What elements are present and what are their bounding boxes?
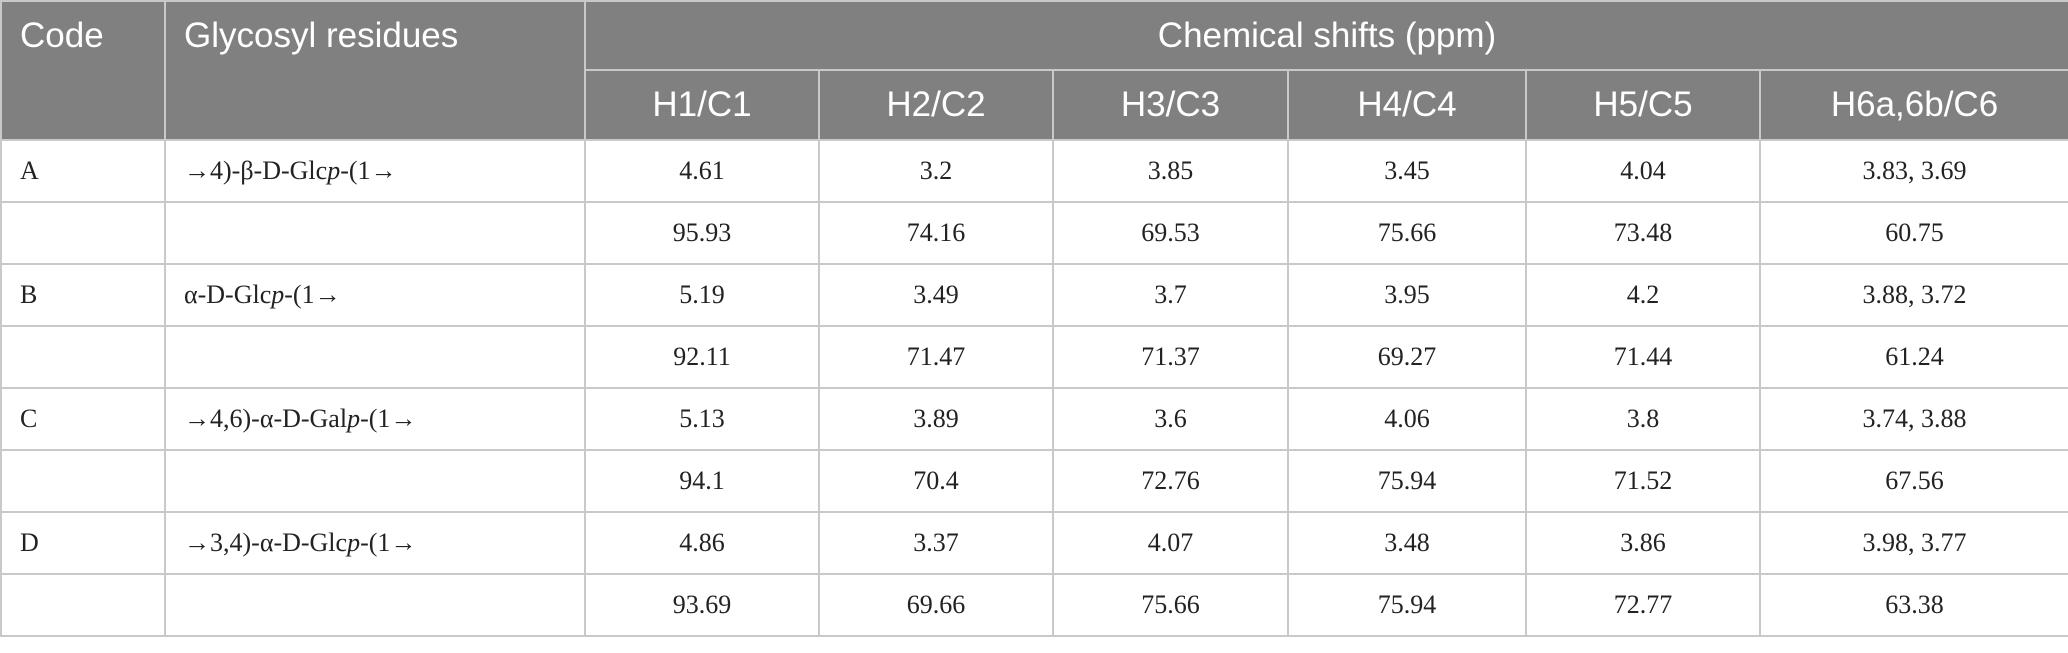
h-shift-cell: 3.48 <box>1287 511 1527 575</box>
empty-cell <box>164 449 586 513</box>
c-shift-cell: 61.24 <box>1758 325 2068 389</box>
c-shift-cell: 63.38 <box>1758 573 2068 637</box>
c-shift-cell: 72.77 <box>1525 573 1761 637</box>
empty-cell <box>164 573 586 637</box>
h-shift-cell: 3.7 <box>1052 263 1289 327</box>
h-shift-cell: 5.13 <box>584 387 820 451</box>
h-shift-cell: 3.95 <box>1287 263 1527 327</box>
h-shift-cell: 4.06 <box>1287 387 1527 451</box>
table-row: C →4,6)-α-D-Galp-(1→ 5.13 3.89 3.6 4.06 … <box>0 387 2068 451</box>
h-shift-cell: 3.85 <box>1052 139 1289 203</box>
h-shift-cell: 3.8 <box>1525 387 1761 451</box>
c-shift-cell: 95.93 <box>584 201 820 265</box>
c-shift-cell: 75.66 <box>1052 573 1289 637</box>
empty-cell <box>164 201 586 265</box>
h-shift-cell: 4.86 <box>584 511 820 575</box>
empty-cell <box>0 201 166 265</box>
c-shift-cell: 71.47 <box>818 325 1054 389</box>
h-shift-cell: 3.45 <box>1287 139 1527 203</box>
residue-code: A <box>0 139 166 203</box>
c-shift-cell: 69.53 <box>1052 201 1289 265</box>
c-shift-cell: 71.37 <box>1052 325 1289 389</box>
h-shift-cell: 5.19 <box>584 263 820 327</box>
c-shift-cell: 69.66 <box>818 573 1054 637</box>
empty-cell <box>0 573 166 637</box>
h-shift-cell: 3.86 <box>1525 511 1761 575</box>
header-chemical-shifts: Chemical shifts (ppm) <box>583 0 2068 71</box>
h-shift-cell: 3.2 <box>818 139 1054 203</box>
table-row: A →4)-β-D-Glcp-(1→ 4.61 3.2 3.85 3.45 4.… <box>0 139 2068 203</box>
c-shift-cell: 69.27 <box>1287 325 1527 389</box>
empty-cell <box>0 325 166 389</box>
header-h1-c1: H1/C1 <box>584 69 820 141</box>
header-h6-c6: H6a,6b/C6 <box>1758 69 2068 141</box>
c-shift-cell: 75.94 <box>1287 573 1527 637</box>
table-row: D →3,4)-α-D-Glcp-(1→ 4.86 3.37 4.07 3.48… <box>0 511 2068 575</box>
h-shift-cell: 4.61 <box>584 139 820 203</box>
residue-name: α-D-Glcp-(1→ <box>164 263 586 327</box>
c-shift-cell: 73.48 <box>1525 201 1761 265</box>
header-h5-c5: H5/C5 <box>1525 69 1761 141</box>
c-shift-cell: 74.16 <box>818 201 1054 265</box>
h-shift-cell: 4.2 <box>1525 263 1761 327</box>
h-shift-cell: 3.6 <box>1052 387 1289 451</box>
table-row: 93.69 69.66 75.66 75.94 72.77 63.38 <box>0 573 2068 637</box>
c-shift-cell: 92.11 <box>584 325 820 389</box>
h-shift-cell: 3.88, 3.72 <box>1758 263 2068 327</box>
residue-code: B <box>0 263 166 327</box>
table-row: 92.11 71.47 71.37 69.27 71.44 61.24 <box>0 325 2068 389</box>
c-shift-cell: 60.75 <box>1758 201 2068 265</box>
h-shift-cell: 4.07 <box>1052 511 1289 575</box>
residue-code: D <box>0 511 166 575</box>
h-shift-cell: 3.74, 3.88 <box>1758 387 2068 451</box>
residue-name: →3,4)-α-D-Glcp-(1→ <box>164 511 586 575</box>
c-shift-cell: 75.66 <box>1287 201 1527 265</box>
c-shift-cell: 72.76 <box>1052 449 1289 513</box>
header-h2-c2: H2/C2 <box>818 69 1054 141</box>
h-shift-cell: 3.83, 3.69 <box>1758 139 2068 203</box>
c-shift-cell: 71.52 <box>1525 449 1761 513</box>
h-shift-cell: 3.37 <box>818 511 1054 575</box>
residue-name: →4,6)-α-D-Galp-(1→ <box>164 387 586 451</box>
empty-cell <box>0 449 166 513</box>
h-shift-cell: 3.89 <box>818 387 1054 451</box>
table-row: B α-D-Glcp-(1→ 5.19 3.49 3.7 3.95 4.2 3.… <box>0 263 2068 327</box>
header-h3-c3: H3/C3 <box>1052 69 1289 141</box>
residue-code: C <box>0 387 166 451</box>
chemical-shifts-table: Code Glycosyl residues Chemical shifts (… <box>0 0 2068 637</box>
c-shift-cell: 93.69 <box>584 573 820 637</box>
residue-name: →4)-β-D-Glcp-(1→ <box>164 139 586 203</box>
header-glycosyl-residues: Glycosyl residues <box>164 0 586 141</box>
empty-cell <box>164 325 586 389</box>
c-shift-cell: 71.44 <box>1525 325 1761 389</box>
h-shift-cell: 4.04 <box>1525 139 1761 203</box>
c-shift-cell: 70.4 <box>818 449 1054 513</box>
c-shift-cell: 94.1 <box>584 449 820 513</box>
c-shift-cell: 67.56 <box>1758 449 2068 513</box>
c-shift-cell: 75.94 <box>1287 449 1527 513</box>
table-row: 95.93 74.16 69.53 75.66 73.48 60.75 <box>0 201 2068 265</box>
h-shift-cell: 3.49 <box>818 263 1054 327</box>
header-code: Code <box>0 0 166 141</box>
table-row: 94.1 70.4 72.76 75.94 71.52 67.56 <box>0 449 2068 513</box>
h-shift-cell: 3.98, 3.77 <box>1758 511 2068 575</box>
header-h4-c4: H4/C4 <box>1287 69 1527 141</box>
